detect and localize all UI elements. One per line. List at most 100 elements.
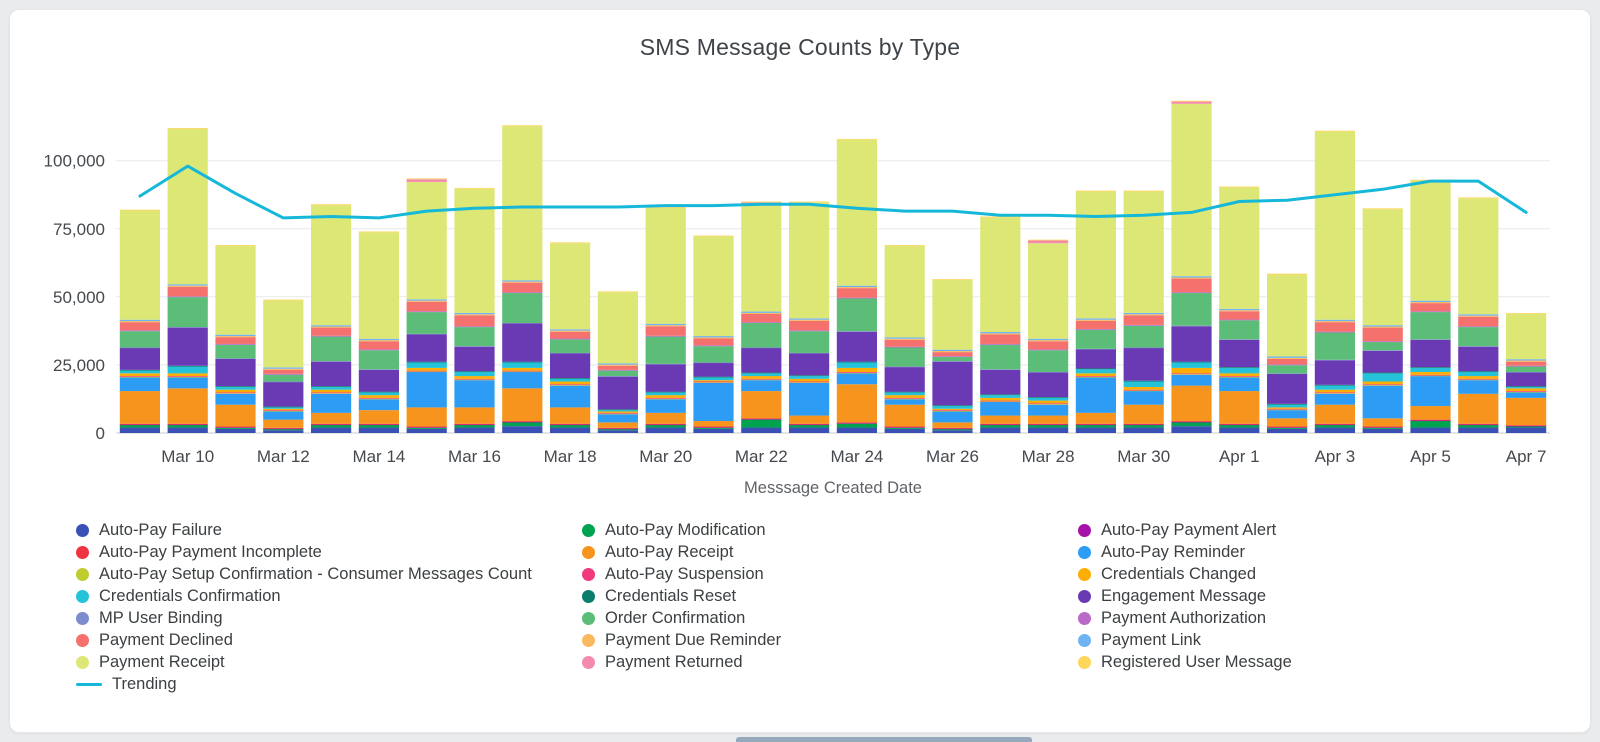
bar-segment[interactable]	[884, 346, 925, 348]
bar-segment[interactable]	[1075, 349, 1116, 369]
bar-segment[interactable]	[263, 408, 304, 411]
bar-segment[interactable]	[263, 411, 304, 420]
bar-segment[interactable]	[215, 427, 256, 428]
bar-segment[interactable]	[741, 205, 782, 312]
bar-segment[interactable]	[741, 427, 782, 433]
bar-segment[interactable]	[167, 424, 208, 428]
legend-item[interactable]: Auto-Pay Suspension	[582, 564, 1078, 585]
bar-segment[interactable]	[550, 377, 591, 379]
bar-segment[interactable]	[311, 423, 352, 425]
bar-segment[interactable]	[1506, 361, 1547, 366]
bar-segment[interactable]	[358, 340, 399, 342]
bar-segment[interactable]	[1028, 415, 1069, 424]
bar-segment[interactable]	[1458, 372, 1499, 377]
bar-segment[interactable]	[1506, 366, 1547, 373]
bar-segment[interactable]	[597, 412, 638, 414]
bar-segment[interactable]	[502, 282, 543, 293]
bar-segment[interactable]	[597, 428, 638, 430]
bar-segment[interactable]	[502, 426, 543, 433]
bar-segment[interactable]	[1123, 314, 1164, 316]
bar-segment[interactable]	[1028, 338, 1069, 341]
bar-segment[interactable]	[1171, 326, 1212, 362]
bar-segment[interactable]	[311, 327, 352, 336]
legend-item[interactable]: Auto-Pay Modification	[582, 520, 1078, 541]
bar-segment[interactable]	[311, 392, 352, 394]
bar-segment[interactable]	[741, 379, 782, 381]
bar-segment[interactable]	[1123, 424, 1164, 426]
bar-segment[interactable]	[932, 352, 973, 357]
bar-segment[interactable]	[645, 423, 686, 425]
bar-segment[interactable]	[215, 386, 256, 390]
bar-segment[interactable]	[550, 339, 591, 353]
bar-segment[interactable]	[980, 424, 1021, 426]
bar-segment[interactable]	[884, 397, 925, 399]
bar-segment[interactable]	[1075, 318, 1116, 320]
bar-segment[interactable]	[1267, 427, 1308, 428]
bar-segment[interactable]	[645, 392, 686, 396]
bar-segment[interactable]	[1028, 239, 1069, 241]
bar-segment[interactable]	[932, 410, 973, 412]
bar-segment[interactable]	[789, 375, 830, 377]
bar-segment[interactable]	[741, 372, 782, 374]
bar-segment[interactable]	[980, 401, 1021, 416]
bar-segment[interactable]	[1458, 327, 1499, 347]
bar-segment[interactable]	[1314, 319, 1355, 322]
bar-segment[interactable]	[1123, 348, 1164, 381]
bar-segment[interactable]	[550, 353, 591, 378]
bar-segment[interactable]	[836, 372, 877, 374]
bar-segment[interactable]	[1123, 325, 1164, 348]
bar-segment[interactable]	[1362, 426, 1403, 428]
bar-segment[interactable]	[311, 427, 352, 433]
bar-segment[interactable]	[1314, 131, 1355, 320]
bar-segment[interactable]	[932, 279, 973, 280]
bar-segment[interactable]	[1506, 372, 1547, 387]
bar-segment[interactable]	[1075, 329, 1116, 349]
bar-segment[interactable]	[1123, 381, 1164, 387]
bar-segment[interactable]	[454, 380, 495, 408]
bar-segment[interactable]	[406, 372, 447, 408]
bar-segment[interactable]	[167, 128, 208, 129]
bar-segment[interactable]	[884, 245, 925, 338]
bar-segment[interactable]	[119, 376, 160, 377]
bar-segment[interactable]	[645, 398, 686, 400]
bar-segment[interactable]	[358, 369, 399, 392]
bar-segment[interactable]	[836, 362, 877, 368]
bar-segment[interactable]	[1219, 376, 1260, 378]
bar-segment[interactable]	[1314, 130, 1355, 132]
bar-segment[interactable]	[597, 410, 638, 412]
bar-segment[interactable]	[1410, 312, 1451, 340]
bar-segment[interactable]	[454, 312, 495, 315]
bar-segment[interactable]	[358, 424, 399, 426]
bar-segment[interactable]	[645, 326, 686, 336]
bar-segment[interactable]	[693, 428, 734, 433]
bar-segment[interactable]	[311, 326, 352, 328]
bar-segment[interactable]	[1410, 375, 1451, 377]
legend-item[interactable]: Auto-Pay Payment Alert	[1078, 520, 1590, 541]
bar-segment[interactable]	[358, 397, 399, 399]
bar-segment[interactable]	[789, 353, 830, 376]
bar-segment[interactable]	[1458, 376, 1499, 379]
bar-segment[interactable]	[645, 207, 686, 324]
bar-segment[interactable]	[1219, 427, 1260, 433]
bar-segment[interactable]	[597, 413, 638, 415]
bar-segment[interactable]	[215, 427, 256, 429]
bar-segment[interactable]	[502, 367, 543, 371]
bar-segment[interactable]	[215, 334, 256, 337]
bar-segment[interactable]	[1506, 365, 1547, 367]
bar-segment[interactable]	[1362, 327, 1403, 342]
bar-segment[interactable]	[1410, 311, 1451, 313]
bar-segment[interactable]	[1123, 324, 1164, 326]
bar-segment[interactable]	[789, 318, 830, 320]
bar-segment[interactable]	[1028, 340, 1069, 342]
bar-segment[interactable]	[1458, 346, 1499, 347]
bar-segment[interactable]	[1075, 348, 1116, 350]
bar-segment[interactable]	[1171, 293, 1212, 326]
bar-segment[interactable]	[1267, 426, 1308, 428]
bar-segment[interactable]	[454, 407, 495, 424]
bar-segment[interactable]	[789, 330, 830, 332]
bar-segment[interactable]	[263, 430, 304, 433]
bar-segment[interactable]	[550, 385, 591, 386]
bar-segment[interactable]	[1171, 385, 1212, 422]
bar-segment[interactable]	[358, 369, 399, 370]
bar-segment[interactable]	[311, 393, 352, 413]
